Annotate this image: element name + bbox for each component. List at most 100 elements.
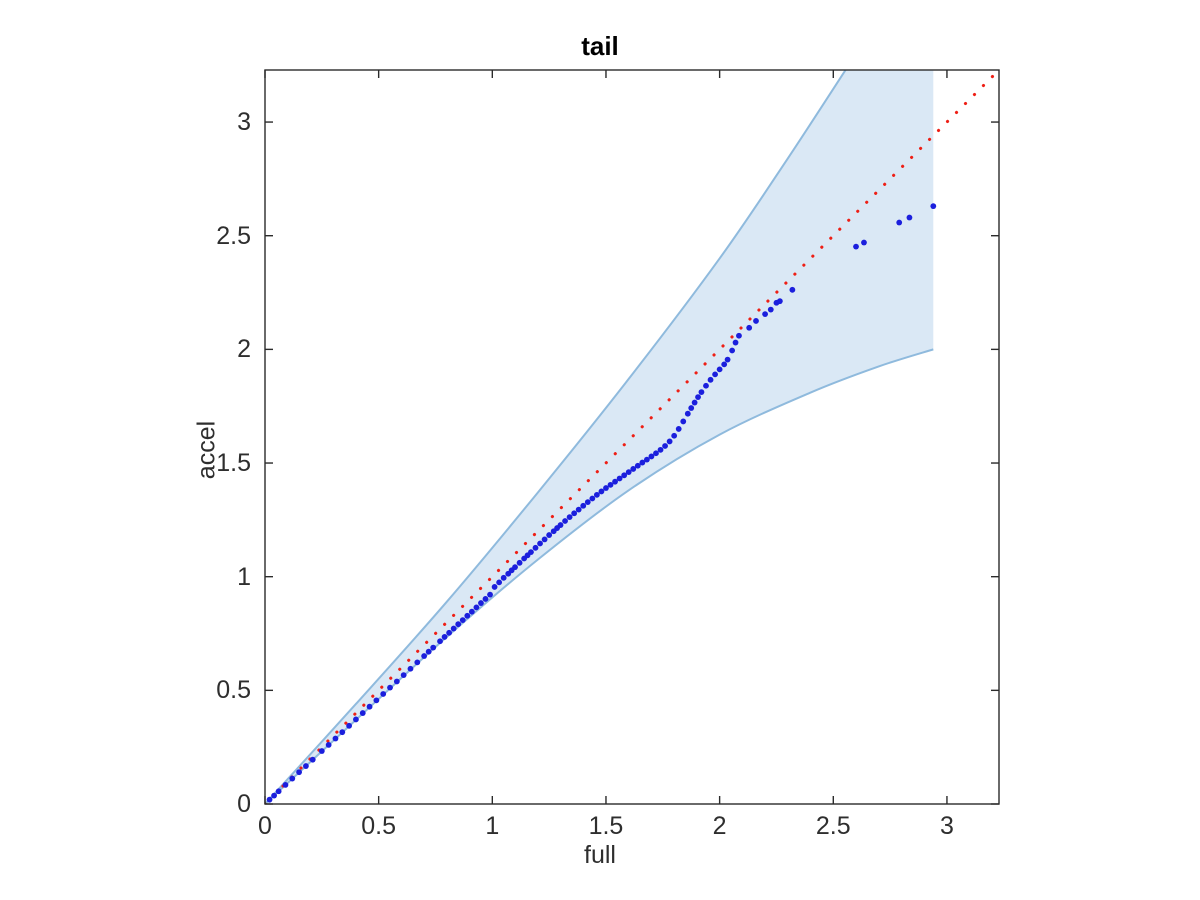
qq-point	[500, 574, 507, 581]
qq-point	[318, 748, 325, 754]
qq-point	[289, 775, 296, 782]
x-tick-label: 2	[712, 812, 727, 840]
qq-point	[473, 604, 480, 611]
qq-point	[691, 399, 698, 406]
qq-point	[896, 219, 903, 226]
qq-point	[707, 376, 714, 383]
qq-point	[464, 612, 471, 619]
qq-point	[393, 678, 400, 685]
qq-point	[698, 389, 705, 396]
qq-point	[716, 366, 723, 373]
qq-point	[437, 638, 443, 645]
x-tick-label: 0	[258, 812, 272, 840]
qq-point	[380, 691, 387, 697]
qq-point	[309, 756, 316, 763]
qq-point	[607, 481, 614, 488]
y-tick-label: 2.5	[216, 221, 251, 250]
confidence-band-upper-edge	[265, 70, 847, 804]
qq-point	[746, 324, 753, 331]
x-tick-label: 1	[485, 812, 500, 840]
qq-point	[598, 488, 605, 495]
qq-point	[557, 522, 564, 528]
qq-point	[430, 644, 437, 651]
qq-point	[496, 579, 503, 586]
y-tick-label: 0.5	[216, 676, 251, 705]
x-tick-label: 2.5	[815, 812, 851, 840]
qq-point	[753, 318, 759, 324]
qq-point	[512, 564, 518, 571]
qq-point	[589, 495, 596, 502]
qq-point	[516, 559, 523, 566]
qq-point	[634, 462, 641, 469]
qq-point	[729, 347, 736, 354]
qq-point	[407, 665, 414, 672]
plot-area	[265, 70, 999, 804]
qq-point	[541, 536, 548, 543]
qq-point	[303, 763, 309, 769]
qq-point	[789, 286, 796, 293]
qq-point	[695, 394, 701, 401]
qq-point	[414, 659, 421, 666]
qq-point	[425, 648, 432, 655]
qq-point	[853, 243, 859, 250]
qq-point	[593, 491, 600, 498]
qq-point	[482, 596, 489, 602]
qq-point	[671, 432, 678, 439]
qq-point	[680, 418, 687, 425]
qq-point	[580, 502, 587, 509]
x-tick-label: 1.5	[588, 812, 624, 840]
qq-point	[712, 371, 718, 378]
qq-point	[387, 684, 393, 691]
qq-point	[421, 653, 428, 659]
qq-point	[575, 506, 582, 513]
qq-point	[346, 722, 353, 729]
qq-point	[776, 298, 783, 305]
qq-point	[571, 510, 578, 517]
axes-box	[264, 69, 1000, 805]
y-tick-label: 1	[237, 562, 251, 591]
y-tick-label: 3	[237, 108, 251, 137]
qq-point	[339, 729, 346, 736]
x-tick-label: 3	[939, 812, 954, 840]
qq-point	[296, 769, 302, 776]
qq-point	[616, 475, 623, 482]
qq-point	[487, 591, 493, 598]
y-tick-label: 1.5	[216, 449, 251, 478]
qq-point	[532, 544, 539, 551]
y-tick-label: 2	[237, 335, 251, 364]
qq-point	[612, 478, 618, 485]
qq-point	[455, 621, 462, 628]
x-tick-label: 0.5	[361, 812, 397, 840]
chart-title: tail	[581, 31, 619, 61]
qq-point	[266, 796, 273, 803]
qq-point	[566, 514, 573, 521]
qq-point	[373, 697, 380, 704]
qq-point	[603, 485, 609, 491]
qq-point	[459, 617, 466, 624]
qq-point	[675, 426, 682, 432]
qq-point	[468, 608, 475, 615]
qq-point	[643, 456, 650, 463]
qq-point	[662, 443, 668, 449]
qq-point	[703, 382, 709, 389]
qq-point	[271, 792, 277, 799]
qq-point	[630, 466, 637, 472]
qq-point	[639, 459, 646, 466]
qq-point	[767, 306, 774, 313]
qq-point	[528, 549, 534, 556]
x-axis-label: full	[584, 841, 616, 869]
qq-point	[441, 634, 448, 640]
qq-point	[688, 405, 695, 411]
qq-point	[353, 716, 359, 723]
qq-point	[906, 214, 913, 221]
qq-point	[584, 499, 591, 506]
qq-point	[562, 518, 568, 524]
qq-point	[625, 469, 632, 476]
qq-point	[450, 625, 457, 632]
y-tick-label: 0	[237, 790, 251, 818]
qq-point	[325, 741, 332, 748]
qq-point	[537, 540, 543, 547]
qq-point	[478, 600, 484, 606]
